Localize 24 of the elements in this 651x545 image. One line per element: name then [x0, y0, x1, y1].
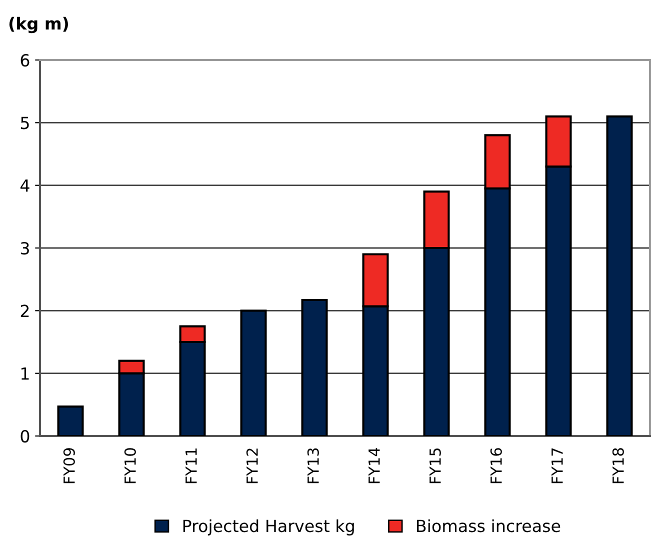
bar: [606, 115, 633, 436]
bar: [57, 406, 84, 436]
x-tick-label: FY14: [368, 448, 380, 484]
y-tick-label: 4: [20, 180, 30, 192]
legend-label: Biomass increase: [417, 519, 560, 532]
x-tick-label: FY09: [63, 448, 75, 484]
x-tick-label: FY12: [246, 448, 258, 484]
y-tick-label: 3: [20, 242, 29, 255]
bar: [240, 310, 267, 436]
x-tick-label: FY10: [124, 448, 136, 484]
legend-label: Projected Harvest kg: [183, 519, 354, 536]
x-tick-label: FY11: [186, 448, 197, 484]
x-tick-label: FY15: [430, 448, 441, 484]
y-axis-title: (kg m): [9, 16, 68, 34]
y-tick-label: 2: [20, 304, 29, 317]
x-tick-label: FY17: [552, 448, 563, 484]
x-tick-label: FY16: [490, 448, 502, 484]
y-tick-label: 5: [20, 116, 29, 130]
bar: [301, 298, 328, 436]
y-tick-label: 6: [20, 54, 30, 67]
y-tick-label: 1: [22, 368, 29, 380]
x-tick-label: FY13: [307, 448, 319, 484]
x-tick-label: FY18: [612, 448, 624, 484]
y-tick-label: 0: [20, 430, 30, 443]
